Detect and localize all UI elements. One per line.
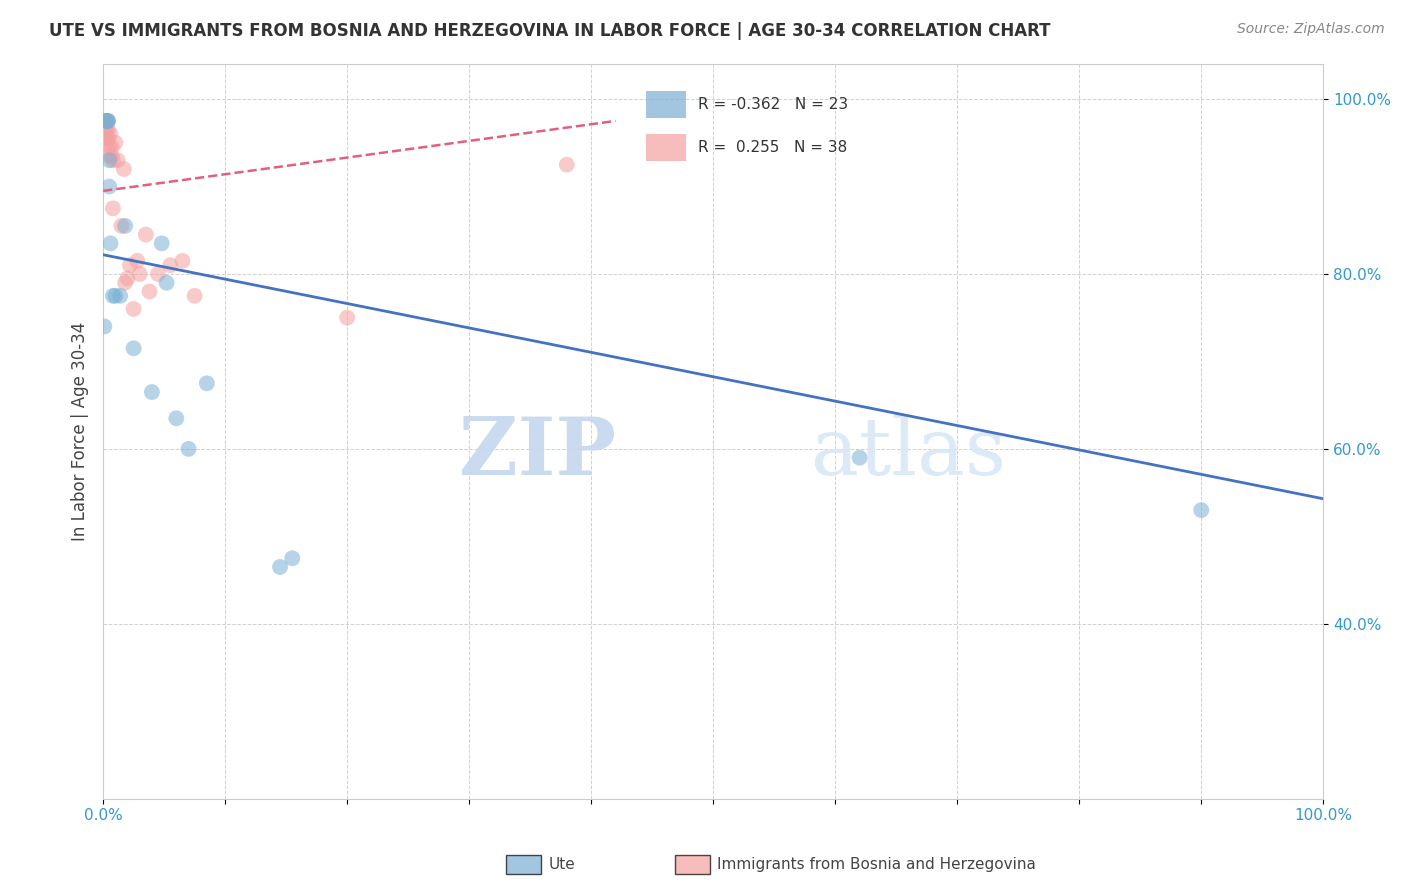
Point [93, 319, 115, 334]
Point [100, 127, 122, 141]
Point [110, 219, 132, 233]
Point [98, 140, 121, 154]
Point [118, 258, 141, 272]
Point [138, 285, 160, 299]
Point [183, 289, 205, 303]
Text: Ute: Ute [548, 857, 575, 871]
Text: ZIP: ZIP [458, 415, 616, 492]
Point [97, 114, 120, 128]
Point [127, 253, 149, 268]
Point [135, 227, 157, 242]
Point [150, 236, 173, 251]
Point [281, 551, 304, 566]
Point [93, 114, 115, 128]
Point [336, 310, 359, 325]
Point [96, 136, 118, 150]
Text: UTE VS IMMIGRANTS FROM BOSNIA AND HERZEGOVINA IN LABOR FORCE | AGE 30-34 CORRELA: UTE VS IMMIGRANTS FROM BOSNIA AND HERZEG… [49, 22, 1050, 40]
Point [98, 179, 121, 194]
Point [98, 153, 121, 168]
Point [96, 114, 118, 128]
Point [141, 385, 163, 400]
Point [100, 236, 122, 251]
Point [94, 122, 117, 136]
Text: atlas: atlas [811, 415, 1005, 492]
Point [114, 276, 136, 290]
Point [96, 127, 118, 141]
Point [96, 114, 118, 128]
Point [108, 289, 131, 303]
Point [97, 122, 120, 136]
Point [172, 253, 194, 268]
Point [269, 560, 291, 574]
Point [848, 450, 870, 465]
Point [112, 161, 135, 176]
Point [107, 153, 129, 168]
Point [94, 127, 117, 141]
Point [195, 376, 218, 391]
Point [159, 258, 181, 272]
Point [94, 114, 117, 128]
Text: Immigrants from Bosnia and Herzegovina: Immigrants from Bosnia and Herzegovina [717, 857, 1036, 871]
Point [1189, 503, 1212, 517]
Point [177, 442, 200, 456]
Text: Source: ZipAtlas.com: Source: ZipAtlas.com [1237, 22, 1385, 37]
Point [146, 267, 169, 281]
Point [155, 276, 177, 290]
Point [128, 267, 150, 281]
Point [122, 301, 145, 316]
Point [101, 202, 124, 216]
Point [100, 140, 122, 154]
Point [165, 411, 187, 425]
Point [117, 271, 139, 285]
Point [94, 131, 117, 145]
Point [93, 127, 115, 141]
Point [114, 219, 136, 233]
Point [122, 341, 145, 355]
Point [101, 289, 124, 303]
Point [101, 153, 124, 168]
Point [104, 136, 127, 150]
Point [93, 122, 115, 136]
Point [100, 149, 122, 163]
Point [104, 289, 127, 303]
Point [94, 114, 117, 128]
Point [97, 114, 120, 128]
Point [93, 114, 115, 128]
Point [555, 158, 578, 172]
Y-axis label: In Labor Force | Age 30-34: In Labor Force | Age 30-34 [72, 322, 89, 541]
Point [98, 149, 121, 163]
Point [97, 131, 120, 145]
